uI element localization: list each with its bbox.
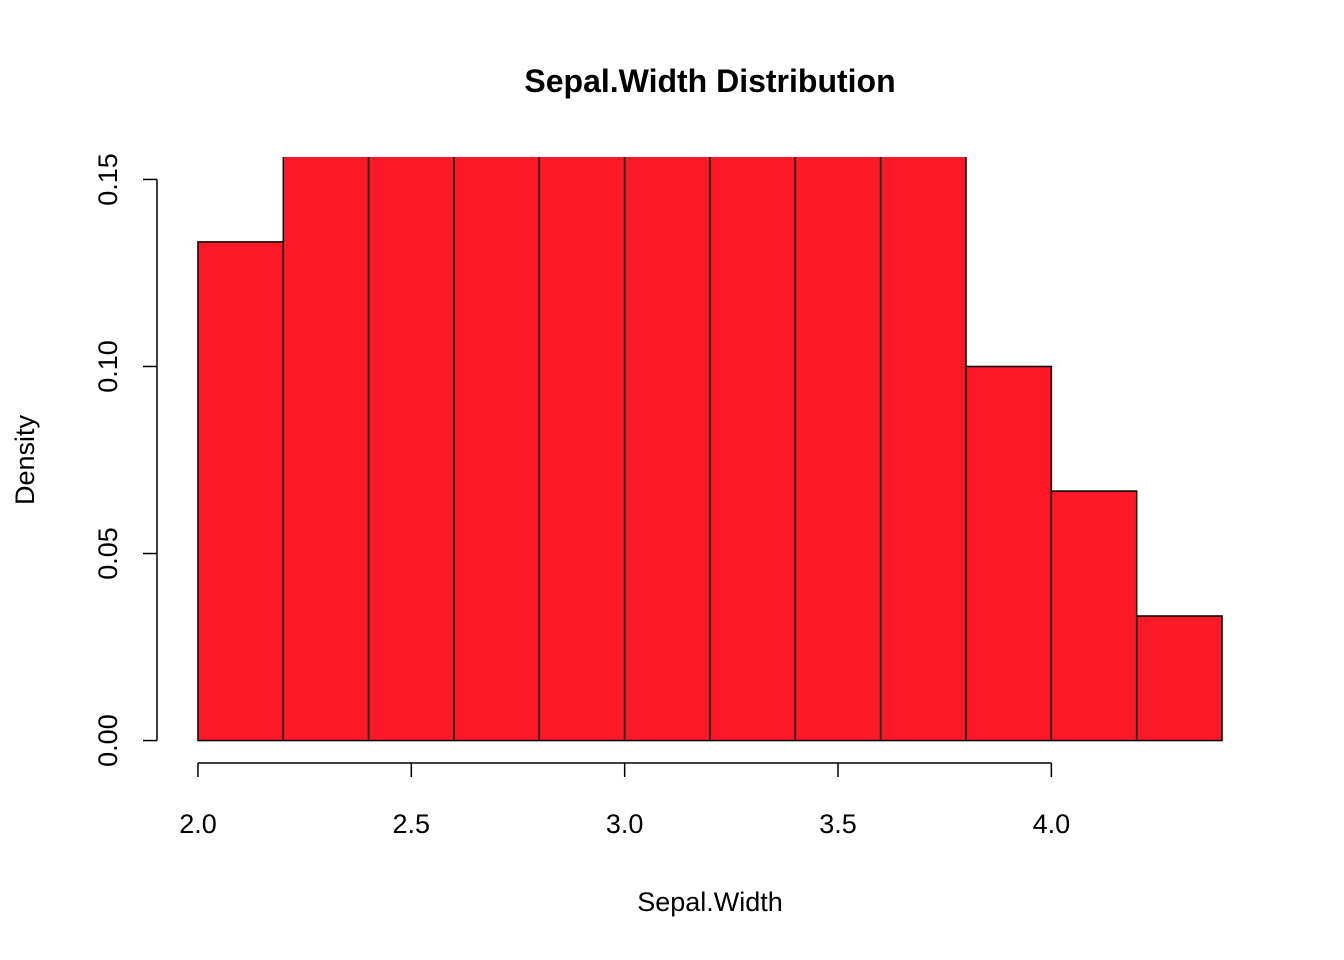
x-tick-label: 2.5 [393, 809, 431, 839]
bar [367, 157, 455, 742]
y-axis-label: Density [10, 414, 40, 505]
y-tick-label: 0.00 [93, 714, 123, 767]
bar [1135, 615, 1223, 742]
bar [197, 241, 285, 742]
bar [794, 157, 882, 742]
bar [282, 157, 370, 742]
y-tick-label: 0.05 [93, 527, 123, 580]
x-tick-label: 2.0 [179, 809, 217, 839]
x-axis-label: Sepal.Width [637, 887, 783, 917]
bar [965, 365, 1053, 742]
bar [1050, 490, 1138, 742]
chart-title: Sepal.Width Distribution [524, 63, 895, 99]
x-tick-label: 3.5 [819, 809, 857, 839]
y-tick-label: 0.15 [93, 153, 123, 206]
x-tick-label: 3.0 [606, 809, 644, 839]
bar [453, 157, 541, 742]
bar [538, 157, 626, 742]
bars [197, 157, 1223, 742]
y-tick-label: 0.10 [93, 340, 123, 393]
x-tick-label: 4.0 [1033, 809, 1071, 839]
bar [709, 157, 797, 742]
bar [623, 157, 711, 742]
bar [879, 157, 967, 742]
